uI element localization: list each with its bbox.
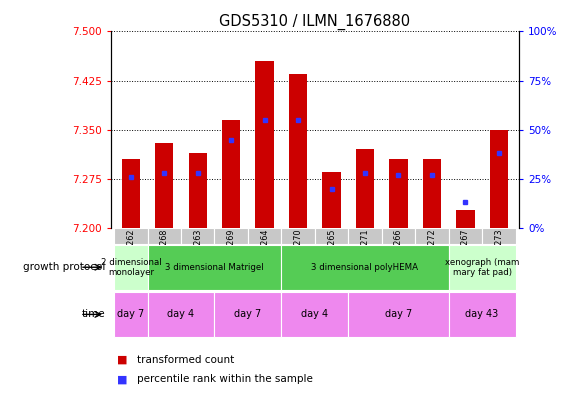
Bar [222,120,240,228]
Text: 3 dimensional polyHEMA: 3 dimensional polyHEMA [311,263,419,272]
Bar [315,228,348,244]
Text: GSM1044273: GSM1044273 [494,228,503,282]
Text: GSM1044263: GSM1044263 [193,228,202,282]
Bar [114,228,147,244]
Bar [114,292,147,337]
Bar [147,292,215,337]
Text: day 7: day 7 [234,309,262,320]
Bar [155,143,174,228]
Bar [114,244,147,290]
Bar [389,159,408,228]
Bar [181,228,215,244]
Text: GSM1044262: GSM1044262 [127,228,135,282]
Text: day 7: day 7 [385,309,412,320]
Text: GSM1044269: GSM1044269 [227,228,236,282]
Text: xenograph (mam
mary fat pad): xenograph (mam mary fat pad) [445,257,519,277]
Bar [282,292,348,337]
Bar [147,228,181,244]
Bar [456,209,475,228]
Bar [282,244,449,290]
Bar [147,244,282,290]
Text: day 4: day 4 [167,309,195,320]
Text: percentile rank within the sample: percentile rank within the sample [137,374,313,384]
Bar [382,228,415,244]
Text: day 43: day 43 [465,309,498,320]
Text: GSM1044272: GSM1044272 [427,228,437,282]
Bar [122,159,140,228]
Text: GSM1044266: GSM1044266 [394,228,403,282]
Text: GSM1044267: GSM1044267 [461,228,470,282]
Text: GSM1044270: GSM1044270 [294,228,303,282]
Text: ■: ■ [117,354,127,365]
Text: 2 dimensional
monolayer: 2 dimensional monolayer [100,257,161,277]
Text: transformed count: transformed count [137,354,234,365]
Text: day 4: day 4 [301,309,328,320]
Text: growth protocol: growth protocol [23,262,105,272]
Bar [289,74,307,228]
Bar [248,228,282,244]
Bar [348,228,382,244]
Text: GSM1044268: GSM1044268 [160,228,169,282]
Text: ■: ■ [117,374,127,384]
Text: 3 dimensional Matrigel: 3 dimensional Matrigel [165,263,264,272]
Bar [282,228,315,244]
Bar [490,130,508,228]
Bar [423,159,441,228]
Text: GSM1044264: GSM1044264 [260,228,269,282]
Bar [449,292,515,337]
Bar [449,244,515,290]
Text: GDS5310 / ILMN_1676880: GDS5310 / ILMN_1676880 [219,14,410,30]
Bar [188,152,207,228]
Bar [255,61,274,228]
Bar [215,292,282,337]
Bar [415,228,449,244]
Text: day 7: day 7 [117,309,145,320]
Text: GSM1044271: GSM1044271 [360,228,370,282]
Bar [215,228,248,244]
Bar [482,228,515,244]
Bar [322,172,340,228]
Bar [348,292,449,337]
Text: GSM1044265: GSM1044265 [327,228,336,282]
Bar [449,228,482,244]
Text: time: time [81,309,105,320]
Bar [356,149,374,228]
